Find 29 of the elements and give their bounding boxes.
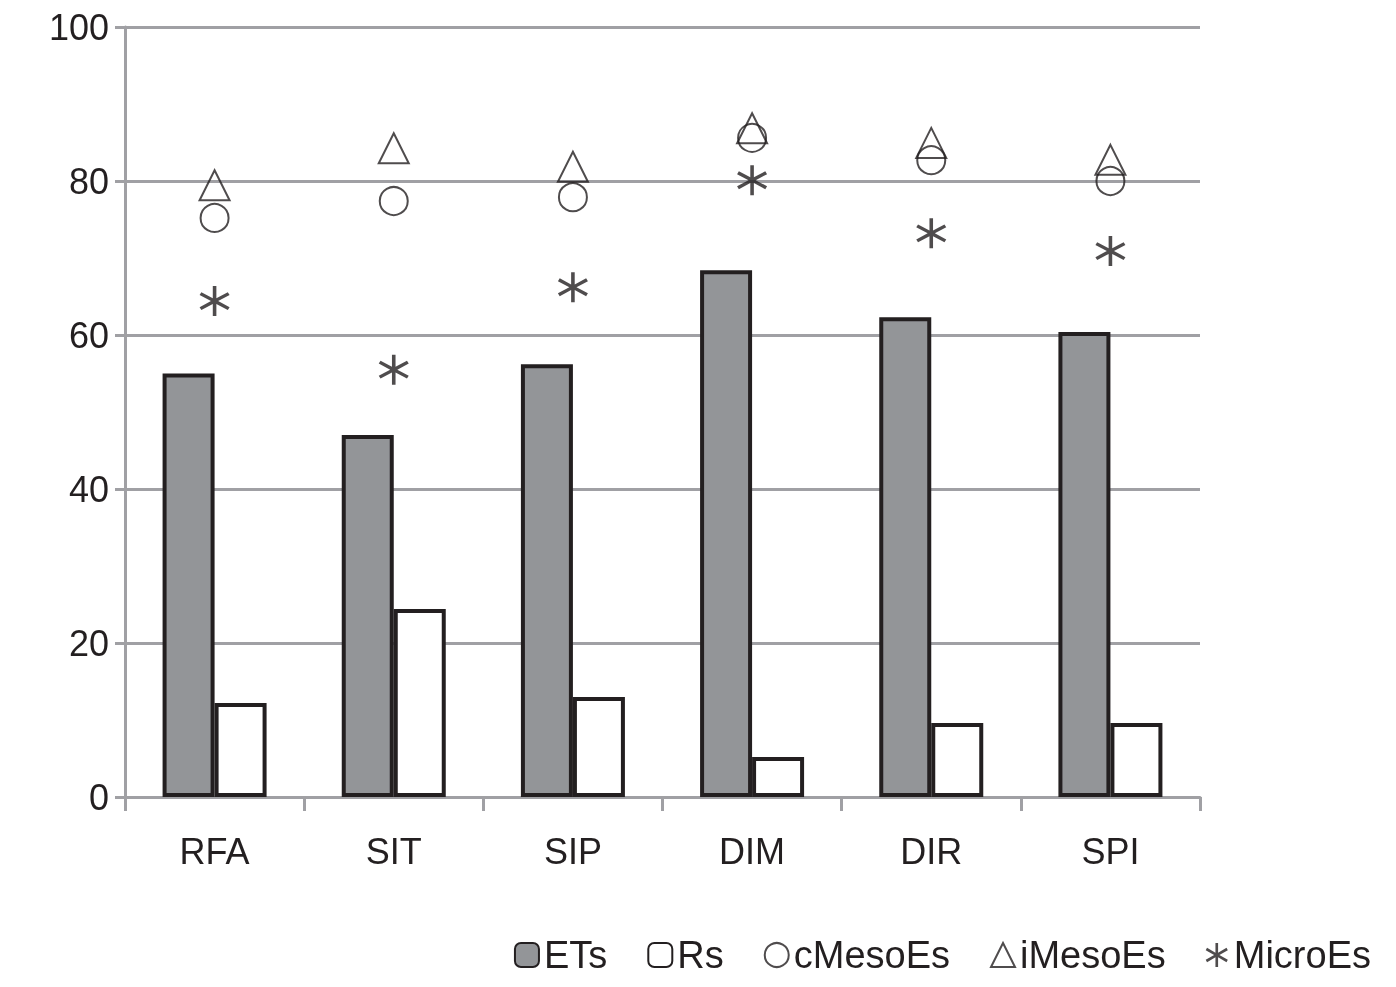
point <box>378 186 409 217</box>
point <box>378 354 409 385</box>
x-tick-label: SIP <box>543 830 602 872</box>
point <box>1095 166 1126 196</box>
point <box>199 286 230 317</box>
y-tick-label: 40 <box>68 468 109 510</box>
y-tick-label: 20 <box>68 622 109 664</box>
legend-label: MicroEs <box>1233 934 1371 976</box>
y-tick-label: 100 <box>48 6 109 48</box>
x-tick-label: RFA <box>179 830 250 872</box>
legend-label: iMesoEs <box>1020 934 1166 976</box>
x-tick-label: DIR <box>900 830 963 872</box>
y-tick-label: 60 <box>68 314 109 356</box>
x-tick-label: DIM <box>719 830 786 872</box>
y-tick-label: 0 <box>88 776 109 818</box>
point <box>557 182 588 213</box>
legend-label: Rs <box>677 934 724 976</box>
x-tick-label: SIT <box>365 830 422 872</box>
point <box>199 202 230 233</box>
y-tick-label: 80 <box>68 160 109 202</box>
point <box>557 272 588 303</box>
legend-label: ETs <box>543 934 608 976</box>
point <box>1095 236 1126 267</box>
point <box>737 122 768 153</box>
legend-label: cMesoEs <box>793 934 951 976</box>
point <box>737 165 768 196</box>
point <box>916 218 947 249</box>
x-tick-label: SPI <box>1081 830 1140 872</box>
point <box>916 145 947 176</box>
